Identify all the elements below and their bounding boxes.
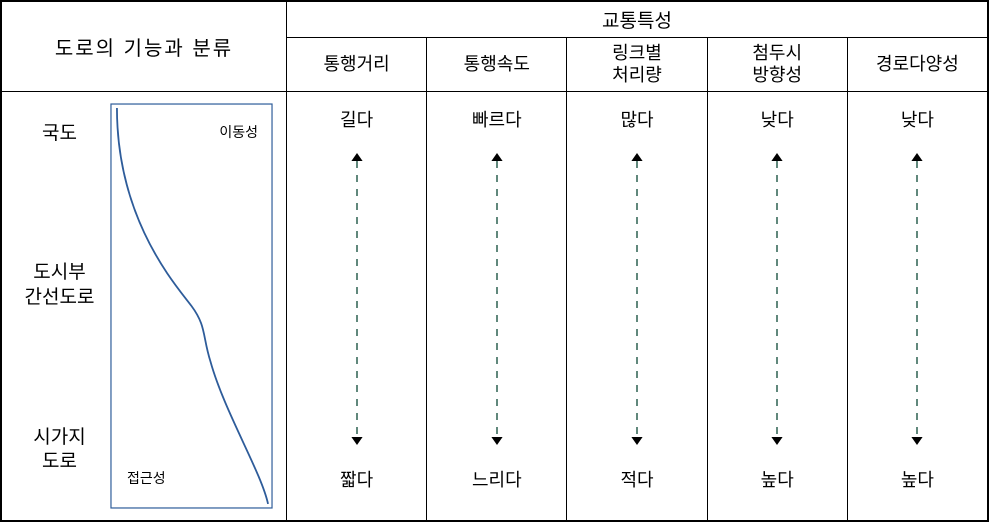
char-top-2: 많다 (620, 106, 653, 132)
char-col-3: 낮다 높다 (708, 92, 848, 520)
graph-svg (107, 100, 276, 512)
header-right-title: 교통특성 (287, 2, 987, 38)
row-label-2: 시가지도로 (12, 426, 107, 475)
col-header-2: 링크별처리량 (567, 38, 707, 91)
arrow-1 (427, 132, 566, 466)
char-col-4: 낮다 높다 (848, 92, 987, 520)
body-row: 국도 도시부간선도로 시가지도로 이동성 접근성 길다 (2, 92, 987, 520)
header-right: 교통특성 통행거리 통행속도 링크별처리량 첨두시방향성 경로다양성 (287, 2, 987, 91)
char-bottom-2: 적다 (620, 466, 653, 492)
graph-label-mobility: 이동성 (219, 122, 258, 142)
row-label-0: 국도 (12, 122, 107, 147)
mobility-accessibility-graph: 이동성 접근성 (107, 92, 286, 520)
char-top-4: 낮다 (901, 106, 934, 132)
body-right: 길다 짧다 빠르다 느리다 많다 적다 낮다 (287, 92, 987, 520)
header-columns: 통행거리 통행속도 링크별처리량 첨두시방향성 경로다양성 (287, 38, 987, 91)
header-left-title: 도로의 기능과 분류 (2, 2, 287, 91)
body-left: 국도 도시부간선도로 시가지도로 이동성 접근성 (2, 92, 287, 520)
char-top-0: 길다 (340, 106, 373, 132)
arrow-0 (287, 132, 426, 466)
char-col-0: 길다 짧다 (287, 92, 427, 520)
graph-curve (117, 108, 268, 504)
char-bottom-0: 짧다 (340, 466, 373, 492)
row-labels: 국도 도시부간선도로 시가지도로 (2, 92, 107, 520)
header-row: 도로의 기능과 분류 교통특성 통행거리 통행속도 링크별처리량 첨두시방향성 … (2, 2, 987, 92)
col-header-3: 첨두시방향성 (708, 38, 848, 91)
diagram-container: 도로의 기능과 분류 교통특성 통행거리 통행속도 링크별처리량 첨두시방향성 … (0, 0, 989, 522)
col-header-4: 경로다양성 (848, 38, 987, 91)
char-bottom-4: 높다 (901, 466, 934, 492)
char-col-2: 많다 적다 (567, 92, 707, 520)
row-label-1: 도시부간선도로 (12, 261, 107, 310)
arrow-4 (848, 132, 987, 466)
arrow-2 (567, 132, 706, 466)
char-bottom-1: 느리다 (472, 466, 522, 492)
graph-label-accessibility: 접근성 (127, 468, 166, 488)
col-header-1: 통행속도 (427, 38, 567, 91)
char-bottom-3: 높다 (761, 466, 794, 492)
char-top-1: 빠르다 (472, 106, 522, 132)
char-top-3: 낮다 (761, 106, 794, 132)
char-col-1: 빠르다 느리다 (427, 92, 567, 520)
col-header-0: 통행거리 (287, 38, 427, 91)
arrow-3 (708, 132, 847, 466)
